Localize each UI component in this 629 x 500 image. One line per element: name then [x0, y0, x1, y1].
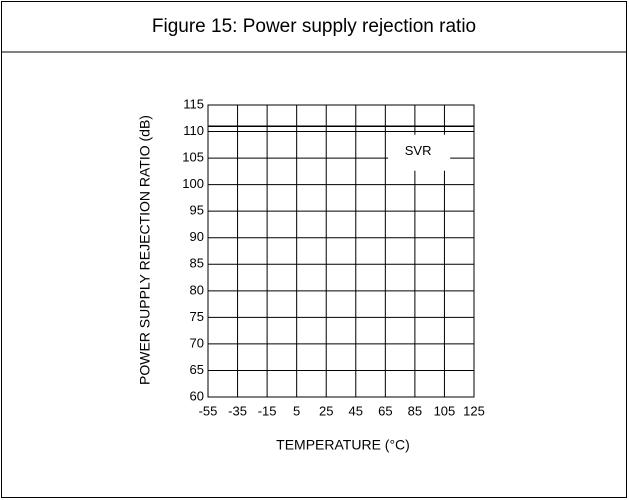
y-tick-label: 100	[182, 176, 204, 191]
x-tick-label: 65	[378, 403, 392, 418]
x-tick-label: 45	[349, 403, 363, 418]
y-tick-label: 75	[190, 309, 204, 324]
annotation: SVR	[405, 143, 432, 158]
plot-area: 60 65 70 75 80 85 90 95 100 105 110 115 -55 -35 -15 5 25…	[182, 96, 485, 418]
y-tick-label: 110	[183, 123, 204, 138]
x-tick-label: 85	[408, 403, 422, 418]
y-tick-label: 105	[182, 150, 204, 165]
y-tick-label: 60	[190, 388, 204, 403]
y-tick-label: 85	[190, 256, 204, 271]
annotation-background	[388, 134, 451, 171]
plot-border	[207, 104, 475, 398]
chart-title: Figure 15: Power supply rejection ratio	[152, 16, 476, 37]
x-tick-label: 5	[293, 403, 300, 418]
x-axis-label: TEMPERATURE (°C)	[276, 437, 410, 453]
y-tick-label: 70	[190, 335, 204, 350]
x-tick-label: 125	[463, 403, 485, 418]
x-tick-label: -35	[228, 403, 247, 418]
y-tick-label: 90	[190, 229, 204, 244]
x-tick-label: -15	[258, 403, 277, 418]
y-tick-label: 80	[190, 282, 204, 297]
x-tick-label: 25	[319, 403, 333, 418]
y-axis-label: POWER SUPPLY REJECTION RATIO (dB)	[137, 115, 153, 385]
y-tick-label: 115	[183, 96, 204, 111]
y-tick-label: 95	[190, 203, 204, 218]
y-tick-label: 65	[190, 362, 204, 377]
x-tick-label: 105	[434, 403, 456, 418]
x-tick-label: -55	[199, 403, 218, 418]
